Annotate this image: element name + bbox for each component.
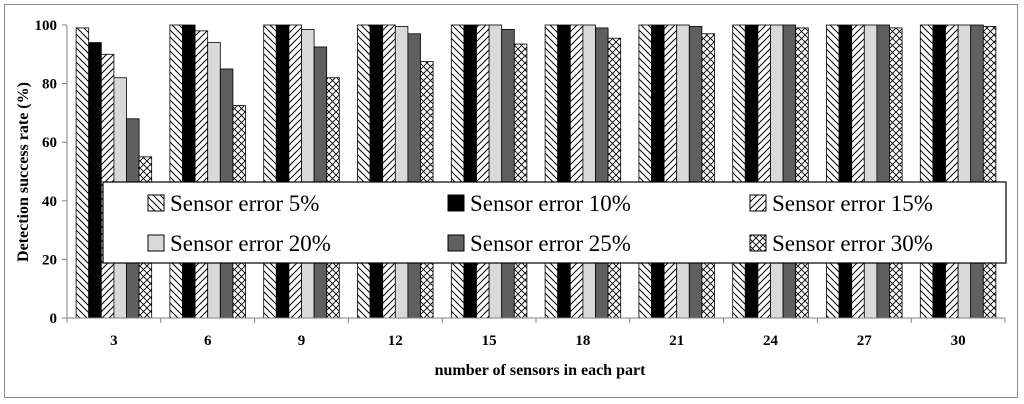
bar-30-series-4 xyxy=(957,24,972,319)
legend-label: Sensor error 30% xyxy=(772,231,933,256)
x-tick-label: 18 xyxy=(575,333,590,349)
bar-21-series-1 xyxy=(638,24,652,319)
bar-27-series-5 xyxy=(876,24,890,319)
bar-15-series-2 xyxy=(463,24,477,319)
bar-6-series-3 xyxy=(194,30,209,319)
bar-27-series-3 xyxy=(851,24,865,319)
bar-6-series-4 xyxy=(207,42,221,319)
bar-27-series-1 xyxy=(826,24,840,319)
bar-12-series-3 xyxy=(382,24,396,319)
bar-21-series-3 xyxy=(663,24,678,319)
bar-9-series-1 xyxy=(263,24,277,319)
tick-labels: 0 20 40 60 80 100 3 6 9 12 15 18 21 24 27 30 xyxy=(35,18,1006,349)
bar-27-series-2 xyxy=(838,24,853,319)
y-tick-label: 0 xyxy=(50,311,58,327)
legend: Sensor error 5% Sensor error 10% Sensor er… xyxy=(102,181,1007,264)
bar-30-series-3 xyxy=(945,24,959,319)
bar-21-series-5 xyxy=(688,26,703,319)
bar-15-series-5 xyxy=(501,28,515,319)
bar-15-series-6 xyxy=(513,43,528,319)
x-tick-label: 3 xyxy=(110,333,118,349)
bar-30-series-6 xyxy=(982,26,997,319)
legend-label: Sensor error 25% xyxy=(470,231,631,256)
legend-label: Sensor error 10% xyxy=(470,191,631,216)
bar-21-series-2 xyxy=(651,24,665,319)
legend-swatch xyxy=(749,194,767,212)
bar-12-series-1 xyxy=(357,24,371,319)
x-tick-label: 24 xyxy=(763,333,779,349)
bar-18-series-4 xyxy=(582,24,596,319)
y-tick-label: 100 xyxy=(35,18,58,34)
x-tick-label: 15 xyxy=(482,333,497,349)
bar-12-series-5 xyxy=(407,33,421,319)
bar-9-series-4 xyxy=(301,28,315,319)
legend-label: Sensor error 20% xyxy=(170,231,331,256)
bar-3-series-1 xyxy=(75,27,90,319)
bar-18-series-2 xyxy=(557,24,571,319)
bars-layer xyxy=(75,24,997,319)
bar-3-series-2 xyxy=(88,42,102,319)
x-tick-label: 27 xyxy=(857,333,873,349)
bar-27-series-6 xyxy=(889,27,903,319)
bar-15-series-4 xyxy=(488,24,503,319)
bar-18-series-6 xyxy=(607,37,622,319)
bar-15-series-1 xyxy=(450,24,465,319)
x-tick-label: 12 xyxy=(388,333,403,349)
y-tick-label: 60 xyxy=(42,135,57,151)
bar-18-series-5 xyxy=(595,27,609,319)
bar-9-series-3 xyxy=(288,24,302,319)
legend-swatch xyxy=(147,194,165,212)
legend-label: Sensor error 15% xyxy=(772,191,933,216)
bar-24-series-3 xyxy=(757,24,771,319)
bar-6-series-1 xyxy=(169,24,183,319)
legend-swatch xyxy=(447,234,465,252)
bar-30-series-1 xyxy=(919,24,934,319)
legend-label: Sensor error 5% xyxy=(170,191,319,216)
bar-18-series-1 xyxy=(544,24,559,319)
x-tick-label: 21 xyxy=(669,333,684,349)
bar-24-series-4 xyxy=(770,24,784,319)
bar-12-series-2 xyxy=(369,24,384,319)
bar-24-series-1 xyxy=(732,24,746,319)
legend-swatch xyxy=(749,234,767,252)
bar-15-series-3 xyxy=(476,24,490,319)
y-tick-label: 80 xyxy=(42,77,57,93)
legend-box xyxy=(102,181,1007,264)
legend-swatch xyxy=(447,194,465,212)
bar-27-series-4 xyxy=(863,24,878,319)
legend-swatch xyxy=(147,234,165,252)
bar-6-series-2 xyxy=(182,24,196,319)
y-axis-title: Detection success rate (%) xyxy=(15,82,32,262)
bar-24-series-6 xyxy=(795,27,809,319)
bar-21-series-4 xyxy=(676,24,690,319)
y-tick-label: 40 xyxy=(42,194,57,210)
bar-12-series-4 xyxy=(394,26,409,319)
bar-18-series-3 xyxy=(569,24,584,319)
bar-30-series-2 xyxy=(932,24,946,319)
bar-21-series-6 xyxy=(701,33,715,319)
bar-24-series-2 xyxy=(744,24,759,319)
legend-items: Sensor error 5% Sensor error 10% Sensor er… xyxy=(147,191,933,256)
bar-24-series-5 xyxy=(782,24,797,319)
y-tick-label: 20 xyxy=(42,252,57,268)
x-tick-label: 30 xyxy=(951,333,966,349)
x-tick-label: 6 xyxy=(204,333,212,349)
x-axis-title: number of sensors in each part xyxy=(435,362,646,379)
bar-30-series-5 xyxy=(970,24,984,319)
bar-9-series-2 xyxy=(275,24,290,319)
x-tick-label: 9 xyxy=(298,333,306,349)
